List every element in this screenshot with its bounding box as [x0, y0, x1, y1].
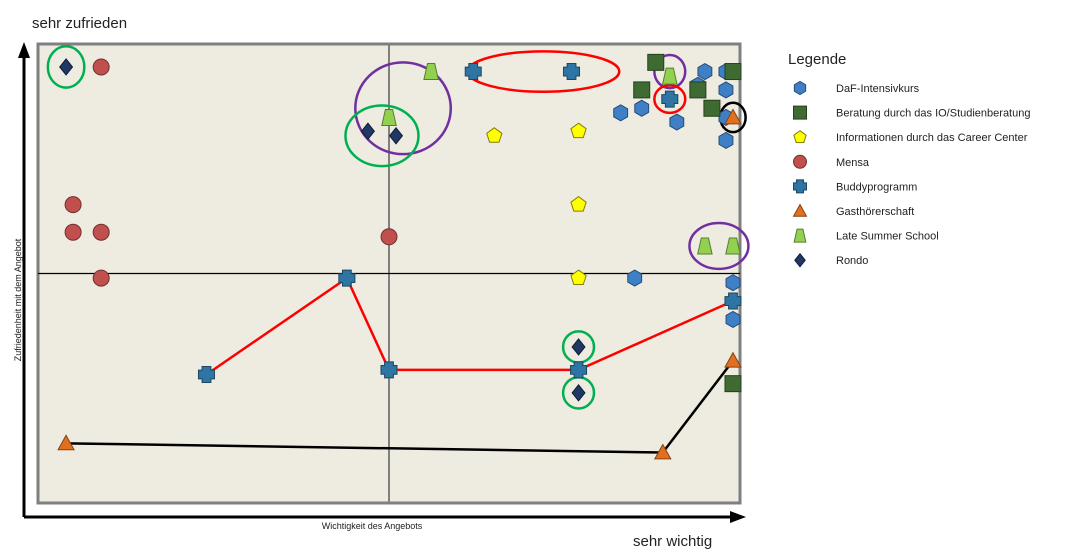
point-circle-1: [64, 196, 82, 214]
point-hexagon-8: [718, 131, 734, 149]
legend-symbol-5: [792, 203, 808, 217]
legend-entry-1: Beratung durch das IO/Studienberatung: [836, 108, 1030, 120]
point-circle-4: [380, 228, 398, 246]
legend-symbol-6: [793, 228, 807, 243]
point-triangle-3: [653, 443, 672, 460]
y-axis-label: Zufriedenheit mit dem Angebot: [13, 238, 23, 361]
point-hexagon-3: [718, 81, 734, 99]
point-pentagon-2: [570, 196, 587, 212]
point-trapezoid-3: [697, 237, 713, 255]
legend-entry-2: Informationen durch das Career Center: [836, 132, 1028, 144]
legend-symbol-7: [794, 252, 806, 268]
highlight-circle-0: [46, 45, 86, 89]
point-square-5: [724, 375, 742, 393]
legend-symbol-2: [793, 130, 807, 143]
point-square-0: [647, 53, 665, 71]
legend-symbol-0: [793, 80, 807, 96]
point-circle-3: [92, 223, 110, 241]
point-trapezoid-0: [423, 63, 439, 81]
legend-symbol-1: [793, 105, 807, 120]
highlight-circle-1: [354, 61, 453, 156]
point-square-1: [724, 63, 742, 81]
point-plus-3: [338, 269, 356, 287]
point-plus-2: [661, 90, 679, 108]
legend-entry-6: Late Summer School: [836, 231, 939, 243]
point-diamond-4: [571, 384, 586, 402]
legend-entry-4: Buddyprogramm: [836, 181, 917, 193]
point-trapezoid-2: [381, 108, 397, 126]
point-diamond-2: [388, 126, 404, 145]
legend-title: Legende: [788, 51, 846, 68]
y-axis-arrow: [18, 42, 30, 58]
point-plus-7: [570, 361, 588, 379]
point-hexagon-9: [627, 269, 643, 287]
point-hexagon-10: [725, 274, 741, 292]
legend-entry-5: Gasthörerschaft: [836, 206, 914, 218]
point-pentagon-0: [486, 127, 503, 143]
point-plus-4: [724, 292, 742, 310]
point-square-2: [633, 81, 651, 99]
point-plus-5: [197, 365, 215, 383]
point-square-3: [689, 81, 707, 99]
legend-symbol-3: [793, 154, 807, 169]
point-hexagon-6: [634, 99, 650, 117]
x-end-label: sehr wichtig: [633, 533, 712, 550]
point-diamond-0: [59, 58, 74, 76]
point-plus-0: [464, 63, 482, 81]
point-diamond-1: [360, 122, 375, 141]
point-plus-6: [380, 361, 398, 379]
point-trapezoid-1: [661, 67, 678, 85]
highlight-circle-6: [344, 104, 420, 168]
point-pentagon-1: [570, 122, 587, 139]
highlight-circle-7: [688, 221, 750, 271]
legend-entry-3: Mensa: [836, 157, 870, 169]
point-triangle-1: [724, 351, 742, 368]
point-hexagon-0: [697, 62, 713, 81]
legend-entry-0: DaF-Intensivkurs: [836, 83, 920, 95]
x-axis-arrow: [730, 511, 746, 523]
point-hexagon-5: [613, 104, 629, 122]
point-triangle-2: [57, 434, 75, 451]
x-axis-label: Wichtigkeit des Angebots: [322, 521, 423, 531]
point-trapezoid-4: [725, 237, 741, 255]
point-triangle-0: [724, 108, 742, 125]
point-diamond-3: [571, 338, 586, 356]
highlight-circle-4: [653, 84, 687, 115]
point-plus-1: [563, 63, 581, 81]
point-circle-0: [92, 58, 110, 76]
point-hexagon-11: [725, 310, 741, 328]
legend-symbol-4: [793, 179, 807, 194]
point-pentagon-3: [570, 269, 587, 286]
point-circle-5: [92, 269, 110, 287]
point-square-4: [703, 99, 721, 117]
point-circle-2: [64, 223, 82, 241]
y-end-label: sehr zufrieden: [32, 15, 127, 32]
legend-entry-7: Rondo: [836, 255, 868, 267]
highlight-circle-3: [653, 53, 687, 90]
point-hexagon-4: [669, 113, 685, 131]
